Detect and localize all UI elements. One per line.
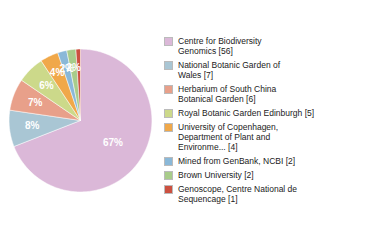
html-text:National Botanic Garden of Wal: National Botanic Garden of Wales [7] <box>178 60 281 80</box>
html-text:University of Copenhagen, Depa: University of Copenhagen, Department of … <box>178 122 279 152</box>
svg-text:6%: 6% <box>39 80 54 91</box>
html-text:Genoscope, Centre National de: Genoscope, Centre National de Sequencage… <box>178 184 298 204</box>
html-text:Centre for Biodiversity Genomi: Centre for Biodiversity Genomics [56] <box>178 36 262 56</box>
html-text:Royal Botanic Garden Edinburgh: Royal Botanic Garden Edinburgh [5] <box>178 108 315 118</box>
svg-text:4%: 4% <box>49 66 65 78</box>
svg-text:8%: 8% <box>25 120 40 131</box>
html-text:Brown University [2]: Brown University [2] <box>178 170 254 180</box>
svg-text:7%: 7% <box>28 97 43 108</box>
svg-text:67%: 67% <box>103 137 123 148</box>
html-text:Herbarium of South China Botan: Herbarium of South China Botanical Garde… <box>178 84 277 104</box>
svg-text:2%: 2% <box>66 62 81 73</box>
html-text:Mined from GenBank, NCBI [2]: Mined from GenBank, NCBI [2] <box>178 156 296 166</box>
